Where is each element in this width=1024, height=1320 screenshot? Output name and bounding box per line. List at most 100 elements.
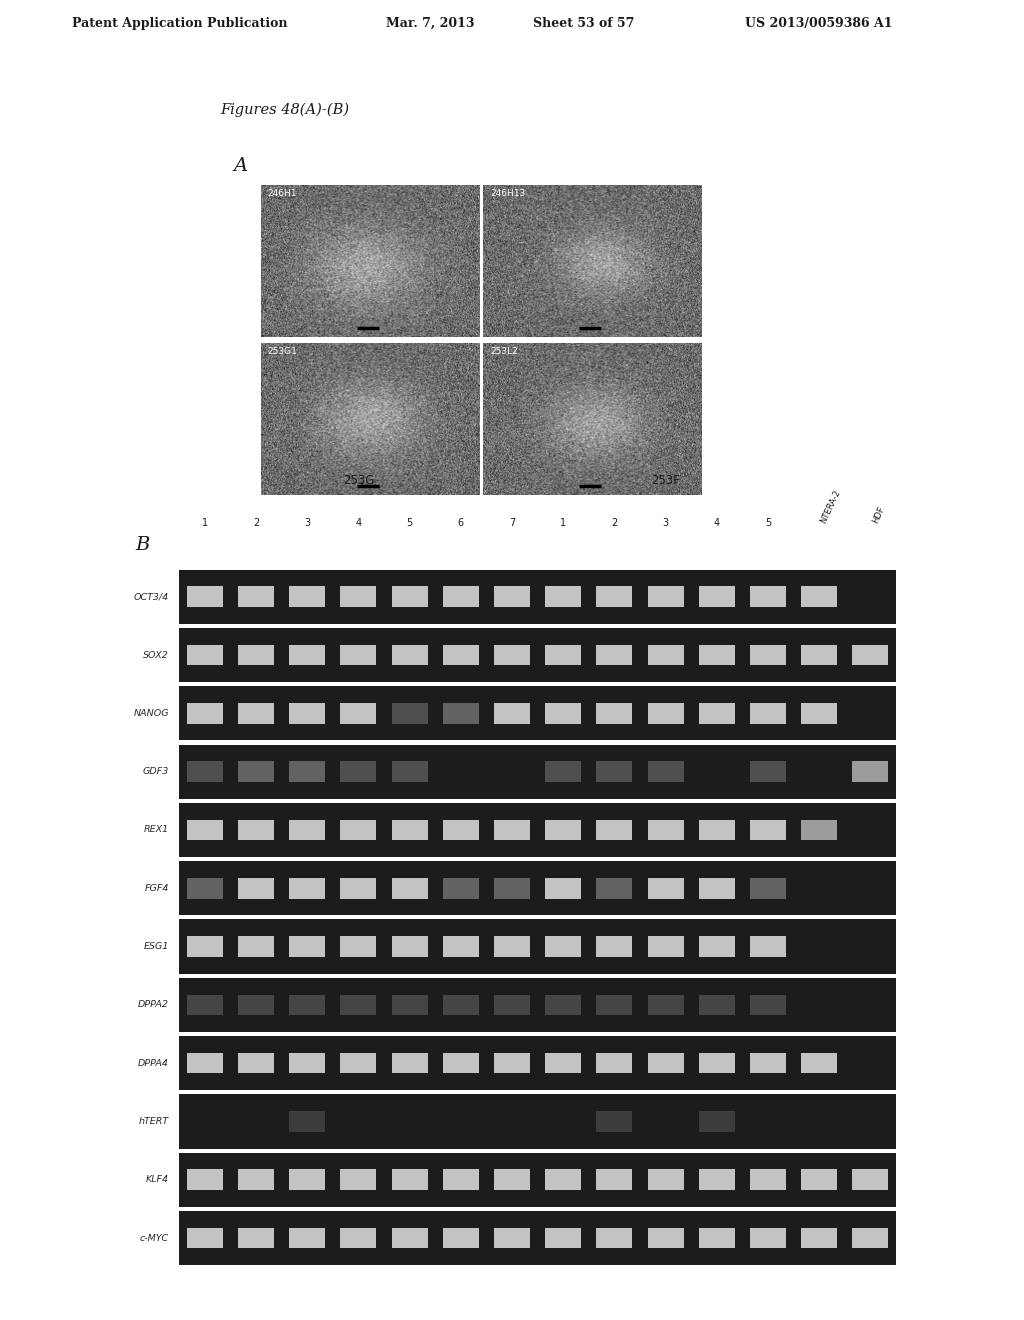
Bar bbox=[801, 1228, 838, 1249]
Bar bbox=[750, 936, 786, 957]
Bar bbox=[442, 1053, 478, 1073]
Text: 2: 2 bbox=[253, 519, 259, 528]
Bar bbox=[391, 1170, 427, 1191]
Text: 246H13: 246H13 bbox=[489, 189, 525, 198]
Bar bbox=[442, 704, 478, 723]
Bar bbox=[750, 878, 786, 899]
Text: 4: 4 bbox=[714, 519, 720, 528]
Bar bbox=[647, 704, 683, 723]
Bar bbox=[698, 586, 734, 607]
Bar bbox=[238, 820, 273, 841]
Bar bbox=[289, 762, 325, 781]
Bar bbox=[289, 936, 325, 957]
Bar bbox=[698, 820, 734, 841]
Bar bbox=[596, 644, 632, 665]
Text: FGF4: FGF4 bbox=[144, 884, 169, 892]
Bar bbox=[545, 704, 582, 723]
Bar bbox=[238, 704, 273, 723]
Bar bbox=[238, 1228, 273, 1249]
Bar bbox=[801, 644, 838, 665]
Text: US 2013/0059386 A1: US 2013/0059386 A1 bbox=[745, 17, 893, 29]
Bar bbox=[596, 1170, 632, 1191]
Bar bbox=[391, 704, 427, 723]
Text: 253F: 253F bbox=[651, 474, 680, 487]
Bar bbox=[340, 762, 376, 781]
Bar bbox=[852, 1228, 888, 1249]
Bar bbox=[391, 936, 427, 957]
Bar bbox=[494, 704, 530, 723]
Bar bbox=[698, 704, 734, 723]
Bar bbox=[494, 994, 530, 1015]
Text: SOX2: SOX2 bbox=[143, 651, 169, 660]
Text: 253G: 253G bbox=[343, 474, 374, 487]
Bar bbox=[494, 936, 530, 957]
Bar bbox=[698, 1053, 734, 1073]
Bar bbox=[289, 1228, 325, 1249]
Bar bbox=[186, 644, 222, 665]
Bar bbox=[698, 1170, 734, 1191]
Bar bbox=[340, 878, 376, 899]
Bar bbox=[647, 994, 683, 1015]
Bar bbox=[750, 820, 786, 841]
Text: DPPA2: DPPA2 bbox=[138, 1001, 169, 1010]
Bar bbox=[698, 1111, 734, 1131]
Bar bbox=[179, 686, 896, 741]
Bar bbox=[186, 994, 222, 1015]
Bar bbox=[442, 644, 478, 665]
Bar bbox=[801, 1053, 838, 1073]
Text: KLF4: KLF4 bbox=[146, 1175, 169, 1184]
Bar bbox=[698, 994, 734, 1015]
Text: 5: 5 bbox=[765, 519, 771, 528]
Text: B: B bbox=[135, 536, 150, 554]
Text: 4: 4 bbox=[355, 519, 361, 528]
Bar bbox=[340, 644, 376, 665]
Bar bbox=[179, 803, 896, 857]
Bar bbox=[596, 704, 632, 723]
Bar bbox=[238, 936, 273, 957]
Text: Figures 48(A)-(B): Figures 48(A)-(B) bbox=[220, 103, 349, 116]
Bar bbox=[238, 994, 273, 1015]
Bar bbox=[750, 1170, 786, 1191]
Bar bbox=[494, 1228, 530, 1249]
Bar bbox=[340, 820, 376, 841]
Bar bbox=[186, 762, 222, 781]
Bar bbox=[750, 644, 786, 665]
Bar bbox=[179, 1210, 896, 1265]
Bar bbox=[186, 820, 222, 841]
Bar bbox=[596, 878, 632, 899]
Bar bbox=[391, 1053, 427, 1073]
Bar bbox=[852, 762, 888, 781]
Text: 246H1: 246H1 bbox=[267, 189, 297, 198]
Bar bbox=[238, 1053, 273, 1073]
Text: DPPA4: DPPA4 bbox=[138, 1059, 169, 1068]
Bar bbox=[647, 820, 683, 841]
Bar bbox=[179, 1094, 896, 1148]
Bar bbox=[289, 644, 325, 665]
Bar bbox=[238, 762, 273, 781]
Text: 253G1: 253G1 bbox=[267, 347, 298, 356]
Bar bbox=[545, 994, 582, 1015]
Bar bbox=[750, 762, 786, 781]
Bar bbox=[545, 644, 582, 665]
Text: 3: 3 bbox=[304, 519, 310, 528]
Text: 253L2: 253L2 bbox=[489, 347, 517, 356]
Bar bbox=[289, 878, 325, 899]
Bar bbox=[545, 762, 582, 781]
Text: c-MYC: c-MYC bbox=[140, 1234, 169, 1242]
Bar bbox=[391, 644, 427, 665]
Text: Sheet 53 of 57: Sheet 53 of 57 bbox=[534, 17, 634, 29]
Bar bbox=[179, 1036, 896, 1090]
Bar bbox=[596, 1053, 632, 1073]
Bar bbox=[186, 704, 222, 723]
Bar bbox=[801, 704, 838, 723]
Bar bbox=[596, 820, 632, 841]
Bar bbox=[186, 586, 222, 607]
Bar bbox=[596, 586, 632, 607]
Bar bbox=[289, 994, 325, 1015]
Text: 6: 6 bbox=[458, 519, 464, 528]
Bar bbox=[596, 994, 632, 1015]
Bar bbox=[647, 1170, 683, 1191]
Bar bbox=[238, 644, 273, 665]
Text: hTERT: hTERT bbox=[139, 1117, 169, 1126]
Bar bbox=[545, 878, 582, 899]
